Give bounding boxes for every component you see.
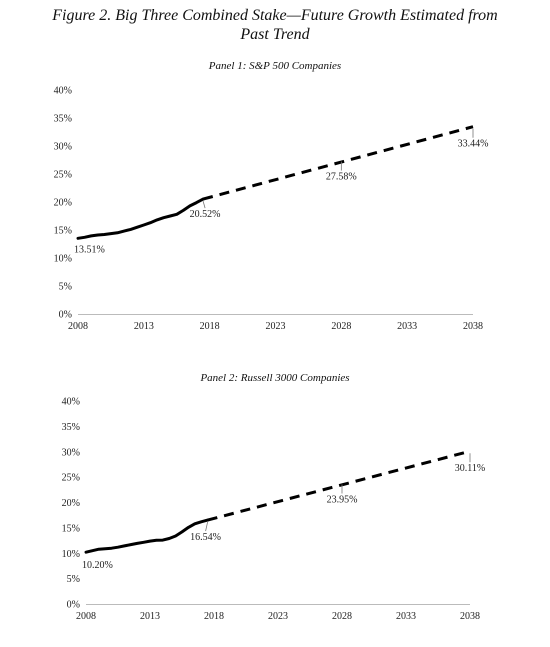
panel2-actual-line <box>84 518 210 554</box>
panel2-title: Panel 2: Russell 3000 Companies <box>200 372 350 384</box>
panel1-data-label: 27.58% <box>326 172 357 183</box>
panel1-x-tick-label: 2013 <box>134 321 154 332</box>
panel1-y-tick-label: 10% <box>54 254 72 265</box>
panel2-y-tick-label: 5% <box>67 574 80 585</box>
panel1-data-label: 33.44% <box>458 139 489 150</box>
panel2-y-tick-label: 15% <box>62 523 80 534</box>
panel2-x-tick-label: 2028 <box>332 611 352 622</box>
panel1-y-tick-label: 5% <box>59 282 72 293</box>
panel1-x-tick-label: 2023 <box>266 321 286 332</box>
panel1-data-label: 13.51% <box>74 244 105 255</box>
panel1-data-label: 20.52% <box>190 209 221 220</box>
panel2-x-tick-label: 2013 <box>140 611 160 622</box>
panel2-data-label: 23.95% <box>327 494 358 505</box>
panel2-y-tick-label: 10% <box>62 549 80 560</box>
panel2-x-tick-label: 2038 <box>460 611 480 622</box>
figure-title: Figure 2. Big Three Combined Stake—Futur… <box>0 6 550 44</box>
panel2-x-tick-label: 2033 <box>396 611 416 622</box>
panel2-data-label: 10.20% <box>82 560 113 571</box>
figure-title-line1: Figure 2. Big Three Combined Stake—Futur… <box>52 7 498 24</box>
panel1-chart: 0% 5% 10% 15% 20% 25% 30% 35% 40% 2008 2013 2018 202… <box>54 86 489 333</box>
panel1-x-tick-label: 2038 <box>463 321 483 332</box>
panel1-y-tick-label: 35% <box>54 114 72 125</box>
panel1-y-tick-label: 15% <box>54 226 72 237</box>
panel2-x-tick-label: 2008 <box>76 611 96 622</box>
panel2-y-tick-label: 0% <box>67 600 80 611</box>
panel2-data-label: 30.11% <box>455 463 485 474</box>
panel2-x-tick-label: 2018 <box>204 611 224 622</box>
panel2-data-label-leader <box>205 521 208 532</box>
panel1-actual-line <box>76 197 205 240</box>
panel1-trend-dashed-line <box>202 125 474 201</box>
panel1-data-label-leader <box>202 200 206 209</box>
panel1-y-tick-label: 25% <box>54 170 72 181</box>
panel1-x-tick-label: 2018 <box>200 321 220 332</box>
figure-title-line2: Past Trend <box>240 26 310 43</box>
panel1-x-tick-label: 2033 <box>397 321 417 332</box>
panel2-x-tick-label: 2023 <box>268 611 288 622</box>
panel1-y-tick-label: 0% <box>59 310 72 321</box>
panel2-y-tick-label: 35% <box>62 422 80 433</box>
panel1-y-tick-label: 20% <box>54 198 72 209</box>
panel2-y-tick-label: 40% <box>62 397 80 408</box>
panel2-y-tick-label: 25% <box>62 473 80 484</box>
panel2-y-tick-label: 30% <box>62 447 80 458</box>
panel2-chart: 0% 5% 10% 15% 20% 25% 30% 35% 40% 2008 2013 2018 202… <box>62 397 486 623</box>
panel2-trend-dashed-line <box>207 449 471 522</box>
panel1-y-tick-label: 30% <box>54 142 72 153</box>
panel1-x-tick-label: 2028 <box>331 321 351 332</box>
panel2-data-label: 16.54% <box>190 532 221 543</box>
panel1-y-tick-label: 40% <box>54 86 72 97</box>
panel2-y-tick-label: 20% <box>62 498 80 509</box>
panel1-x-tick-label: 2008 <box>68 321 88 332</box>
panel1-title: Panel 1: S&P 500 Companies <box>208 60 342 72</box>
